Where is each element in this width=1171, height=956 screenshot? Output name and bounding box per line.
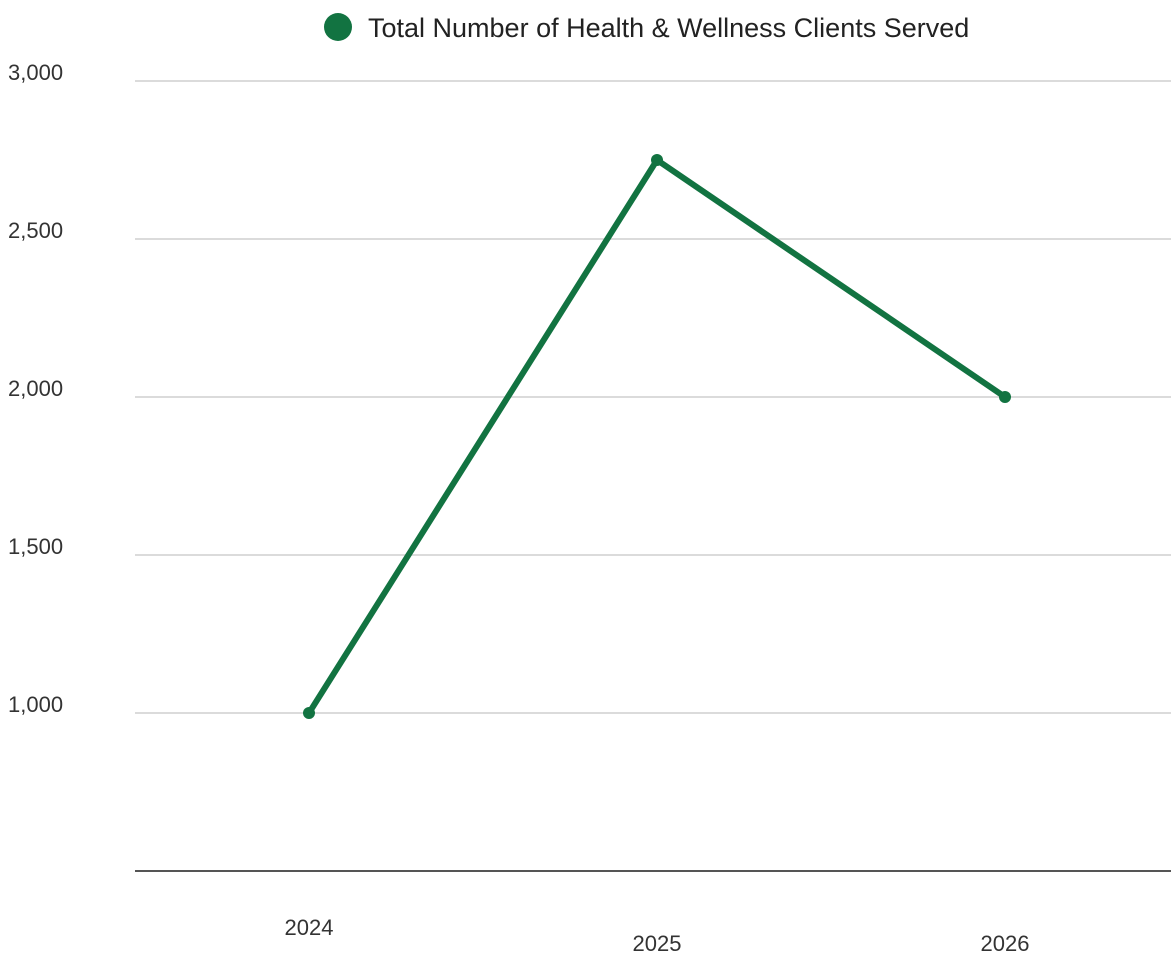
y-tick-label: 2,000 — [8, 376, 63, 401]
x-tick-label: 2024 — [285, 915, 334, 940]
legend-label: Total Number of Health & Wellness Client… — [368, 13, 969, 43]
x-tick-label: 2025 — [633, 931, 682, 956]
gridlines — [135, 80, 1171, 714]
y-tick-label: 1,500 — [8, 534, 63, 559]
data-point-2024 — [303, 707, 315, 719]
x-axis-tick-labels: 2024 2025 2026 — [285, 915, 1030, 956]
y-tick-label: 2,500 — [8, 218, 63, 243]
data-point-2026 — [999, 391, 1011, 403]
legend: Total Number of Health & Wellness Client… — [324, 13, 969, 43]
legend-marker — [324, 13, 352, 41]
x-tick-label: 2026 — [981, 931, 1030, 956]
data-point-2025 — [651, 154, 663, 166]
series-line — [306, 157, 1008, 716]
y-axis-tick-labels: 1,000 1,500 2,000 2,500 3,000 — [8, 60, 63, 717]
y-tick-label: 1,000 — [8, 692, 63, 717]
y-tick-label: 3,000 — [8, 60, 63, 85]
series-group — [303, 154, 1011, 719]
